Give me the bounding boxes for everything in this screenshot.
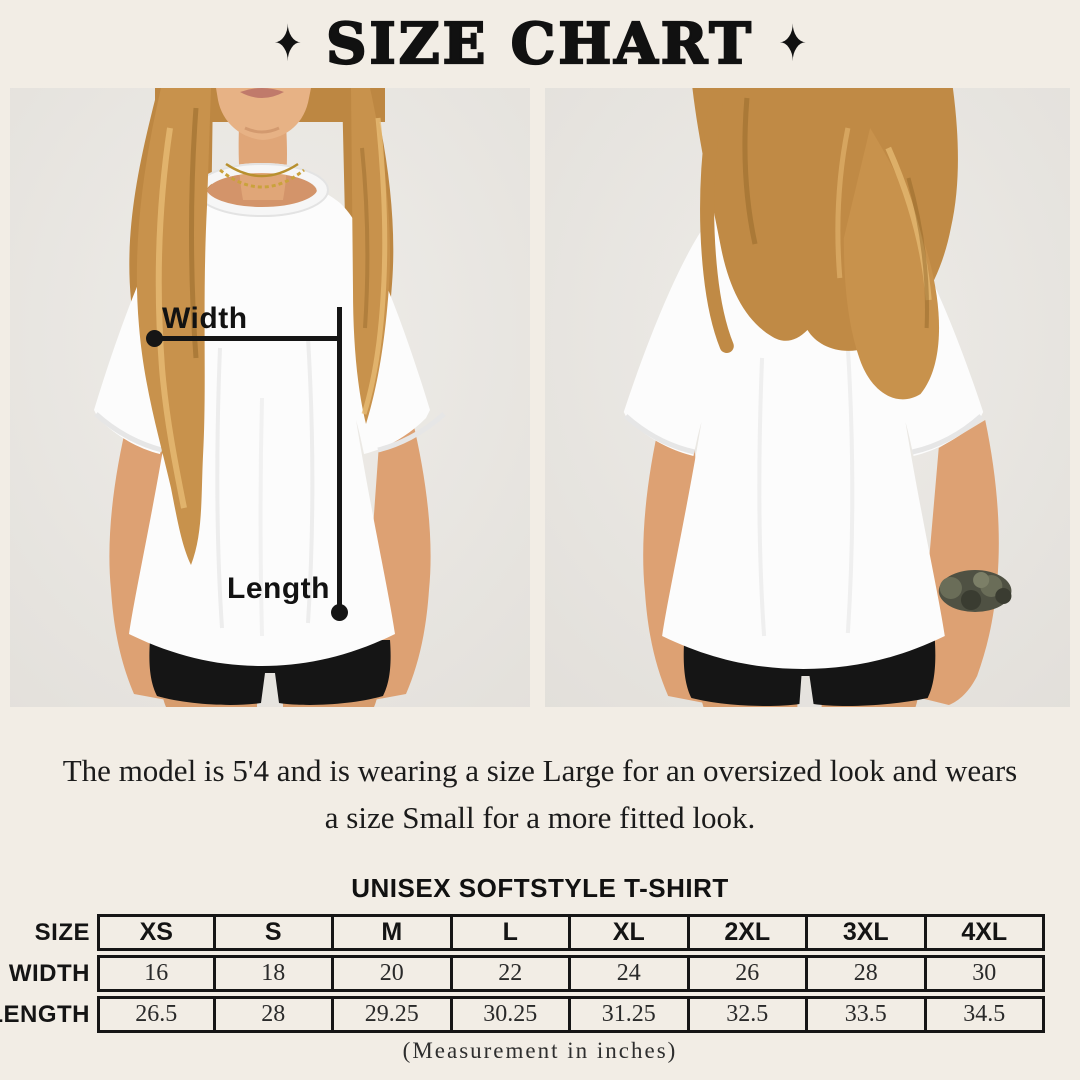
width-value: 28 [808,955,927,992]
width-value: 22 [452,955,571,992]
size-header: 4XL [926,914,1045,951]
hair-front [136,88,391,565]
length-value: 29.25 [334,996,453,1033]
table-row-sizes: SIZE XS S M L XL 2XL 3XL 4XL [0,914,1045,951]
size-header: 2XL [689,914,808,951]
length-value: 33.5 [808,996,927,1033]
size-header: XS [97,914,216,951]
face [216,88,311,140]
width-measure-label: Width [162,302,248,335]
width-value: 30 [926,955,1045,992]
front-view-illustration [10,88,530,707]
table-heading: UNISEX SOFTSTYLE T-SHIRT [351,873,729,903]
size-header: S [215,914,334,951]
model-photo-front: Width Length [10,88,530,707]
length-measure-line [337,307,342,614]
width-value: 16 [97,955,216,992]
length-value: 26.5 [97,996,216,1033]
model-note-line1: The model is 5'4 and is wearing a size L… [62,753,1018,788]
sparkle-icon: ✦ [778,15,807,73]
width-value: 24 [571,955,690,992]
row-label-length: LENGTH [0,1000,90,1028]
model-note: The model is 5'4 and is wearing a size L… [0,747,1080,841]
length-measure-dot [331,604,348,621]
length-value: 32.5 [689,996,808,1033]
row-label-width: WIDTH [8,959,90,987]
necklace [219,162,305,189]
length-value: 31.25 [571,996,690,1033]
width-measure-line [153,336,342,341]
size-table: SIZE XS S M L XL 2XL 3XL 4XL WIDTH 16 18… [0,914,1045,1037]
size-header: L [452,914,571,951]
neck [238,124,287,200]
length-measure-label: Length [227,572,330,605]
width-value: 18 [215,955,334,992]
size-header: XL [571,914,690,951]
table-row-length: LENGTH 26.5 28 29.25 30.25 31.25 32.5 33… [0,996,1045,1033]
length-value: 28 [215,996,334,1033]
width-value: 20 [334,955,453,992]
page-title: ✦ SIZE CHART ✦ [0,0,1080,88]
length-value: 30.25 [452,996,571,1033]
row-label-size: SIZE [34,918,90,946]
back-view-illustration [545,88,1070,707]
lips [240,88,284,98]
model-photo-back [545,88,1070,707]
sparkle-icon: ✦ [273,15,302,73]
length-value: 34.5 [926,996,1045,1033]
scrunchie [938,570,1012,612]
size-header: 3XL [808,914,927,951]
title-text: SIZE CHART [325,10,754,78]
size-header: M [334,914,453,951]
hair-back-view [692,88,958,400]
width-value: 26 [689,955,808,992]
measurement-footnote: (Measurement in inches) [402,1038,678,1063]
width-measure-dot [146,330,163,347]
table-row-width: WIDTH 16 18 20 22 24 26 28 30 [0,955,1045,992]
model-note-line2: a size Small for a more fitted look. [324,800,756,835]
